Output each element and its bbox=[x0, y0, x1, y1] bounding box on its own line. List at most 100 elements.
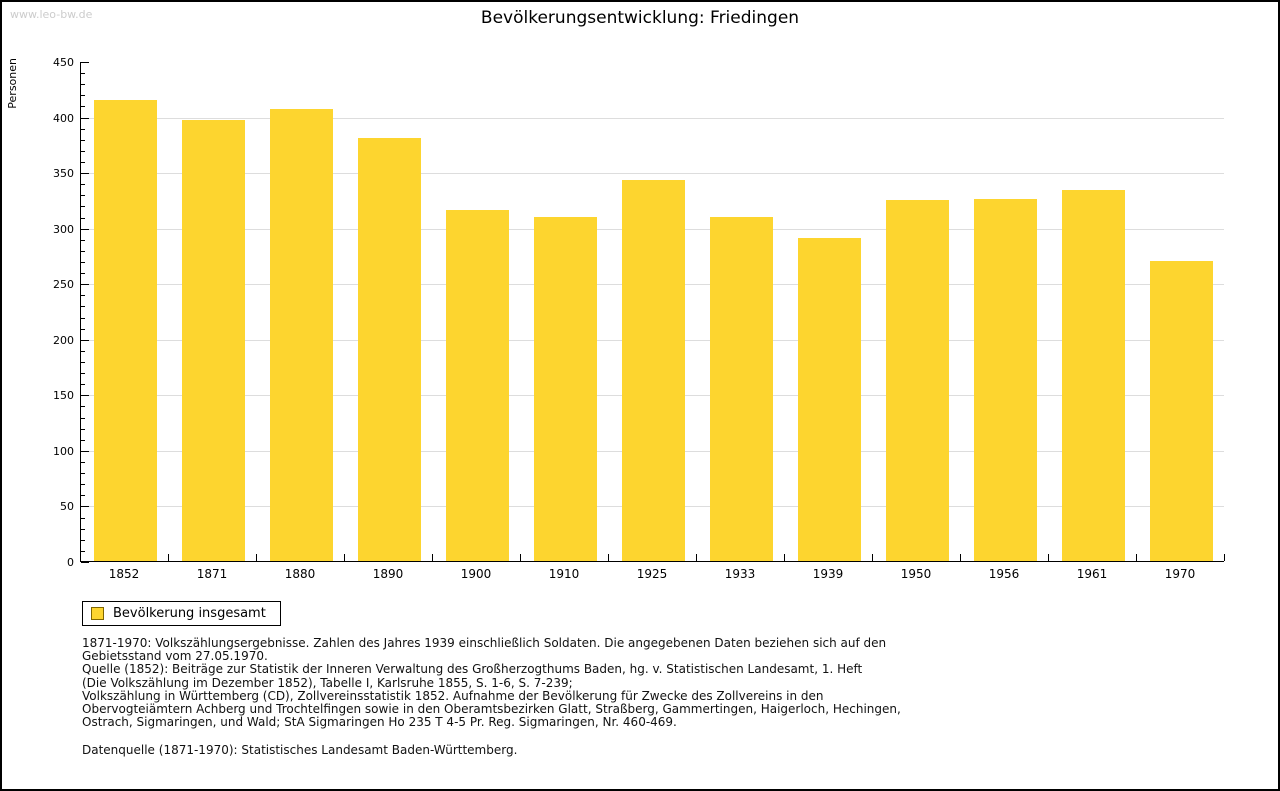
source-notes: 1871-1970: Volkszählungsergebnisse. Zahl… bbox=[82, 636, 901, 730]
x-tick-5 bbox=[520, 554, 521, 561]
y-tick-10 bbox=[81, 550, 85, 552]
x-tick-label-1939: 1939 bbox=[812, 567, 844, 581]
y-axis-label: Personen bbox=[6, 58, 19, 109]
y-tick-220 bbox=[81, 317, 85, 319]
y-tick-400 bbox=[81, 117, 89, 119]
y-tick-420 bbox=[81, 95, 85, 97]
datasource-note: Datenquelle (1871-1970): Statistisches L… bbox=[82, 743, 518, 757]
bar-1890 bbox=[357, 137, 421, 561]
y-tick-label-300: 300 bbox=[53, 222, 74, 236]
x-tick-6 bbox=[608, 554, 609, 561]
y-tick-360 bbox=[81, 162, 85, 163]
legend-label: Bevölkerung insgesamt bbox=[113, 606, 266, 621]
x-tick-9 bbox=[872, 554, 873, 561]
y-tick-label-150: 150 bbox=[53, 389, 74, 403]
y-tick-170 bbox=[81, 373, 85, 375]
y-tick-290 bbox=[81, 239, 85, 241]
y-tick-330 bbox=[81, 195, 85, 197]
y-tick-250 bbox=[81, 284, 89, 286]
x-tick-label-1961: 1961 bbox=[1076, 567, 1108, 581]
x-tick-label-1890: 1890 bbox=[372, 567, 404, 581]
source-note-line-5: Volkszählung in Württemberg (CD), Zollve… bbox=[82, 688, 824, 703]
x-tick-label-1900: 1900 bbox=[460, 567, 492, 581]
y-tick-label-100: 100 bbox=[53, 444, 74, 458]
x-tick-10 bbox=[960, 554, 961, 561]
x-tick-7 bbox=[696, 554, 697, 561]
y-tick-label-50: 50 bbox=[60, 500, 74, 514]
source-note-line-2: Gebietsstand vom 27.05.1970. bbox=[82, 649, 268, 664]
y-tick-140 bbox=[81, 406, 85, 408]
x-tick-4 bbox=[432, 554, 433, 561]
y-tick-350 bbox=[81, 173, 89, 175]
bar-1871 bbox=[181, 119, 245, 561]
bar-1852 bbox=[93, 99, 157, 561]
bar-1880 bbox=[269, 108, 333, 561]
page-title: Bevölkerungsentwicklung: Friedingen bbox=[480, 8, 800, 28]
x-tick-13 bbox=[1224, 554, 1225, 561]
bar-1933 bbox=[709, 216, 773, 561]
y-tick-210 bbox=[81, 328, 85, 330]
x-tick-label-1852: 1852 bbox=[108, 567, 140, 581]
y-tick-380 bbox=[81, 139, 85, 141]
x-tick-label-1910: 1910 bbox=[548, 567, 580, 581]
y-tick-0 bbox=[81, 562, 89, 563]
watermark: www.leo-bw.de bbox=[10, 8, 93, 21]
y-tick-160 bbox=[81, 384, 85, 386]
gridline-350 bbox=[81, 173, 1224, 175]
source-note-line-3: Quelle (1852): Beiträge zur Statistik de… bbox=[82, 662, 863, 677]
y-tick-440 bbox=[81, 73, 85, 75]
y-tick-100 bbox=[81, 450, 89, 452]
y-tick-90 bbox=[81, 462, 85, 463]
y-tick-70 bbox=[81, 484, 85, 486]
y-tick-120 bbox=[81, 428, 85, 430]
y-tick-230 bbox=[81, 306, 85, 308]
x-tick-label-1880: 1880 bbox=[284, 567, 316, 581]
x-tick-label-1925: 1925 bbox=[636, 567, 668, 581]
y-tick-430 bbox=[81, 84, 85, 86]
y-tick-190 bbox=[81, 350, 85, 352]
y-tick-30 bbox=[81, 528, 85, 530]
y-tick-label-450: 450 bbox=[53, 56, 74, 69]
bar-1939 bbox=[797, 237, 861, 561]
y-tick-130 bbox=[81, 417, 85, 419]
y-tick-label-400: 400 bbox=[53, 111, 74, 125]
y-tick-50 bbox=[81, 506, 89, 508]
y-tick-450 bbox=[81, 62, 89, 63]
plot-area bbox=[80, 62, 1225, 563]
source-note-line-7: Ostrach, Sigmaringen, und Wald; StA Sigm… bbox=[82, 715, 677, 730]
bar-1961 bbox=[1061, 189, 1125, 561]
y-tick-310 bbox=[81, 217, 85, 219]
x-tick-3 bbox=[344, 554, 345, 561]
bar-1910 bbox=[533, 216, 597, 561]
source-note-line-4: (Die Volkszählung im Dezember 1852), Tab… bbox=[82, 675, 573, 690]
bar-1900 bbox=[445, 209, 509, 561]
x-tick-label-1970: 1970 bbox=[1164, 567, 1196, 581]
y-tick-label-200: 200 bbox=[53, 333, 74, 347]
y-tick-320 bbox=[81, 206, 85, 208]
x-tick-1 bbox=[168, 554, 169, 561]
bar-1925 bbox=[621, 179, 685, 561]
y-tick-40 bbox=[81, 517, 85, 519]
y-tick-110 bbox=[81, 439, 85, 441]
x-tick-label-1950: 1950 bbox=[900, 567, 932, 581]
bar-1950 bbox=[885, 199, 949, 561]
y-tick-390 bbox=[81, 128, 85, 130]
y-tick-label-250: 250 bbox=[53, 278, 74, 292]
source-note-line-6: Obervogteiämtern Achberg und Trochtelfin… bbox=[82, 702, 901, 717]
bar-1956 bbox=[973, 198, 1037, 561]
y-tick-60 bbox=[81, 495, 85, 497]
y-tick-label-0: 0 bbox=[67, 556, 74, 569]
bar-1970 bbox=[1149, 261, 1213, 561]
y-tick-80 bbox=[81, 473, 85, 475]
y-tick-300 bbox=[81, 228, 89, 230]
y-tick-340 bbox=[81, 184, 85, 186]
y-tick-260 bbox=[81, 273, 85, 275]
legend: Bevölkerung insgesamt bbox=[82, 601, 281, 626]
legend-swatch-icon bbox=[91, 607, 104, 620]
x-tick-2 bbox=[256, 554, 257, 561]
gridline-400 bbox=[81, 117, 1224, 119]
x-tick-12 bbox=[1136, 554, 1137, 561]
y-tick-20 bbox=[81, 539, 85, 541]
source-note-line-1: 1871-1970: Volkszählungsergebnisse. Zahl… bbox=[82, 636, 887, 650]
